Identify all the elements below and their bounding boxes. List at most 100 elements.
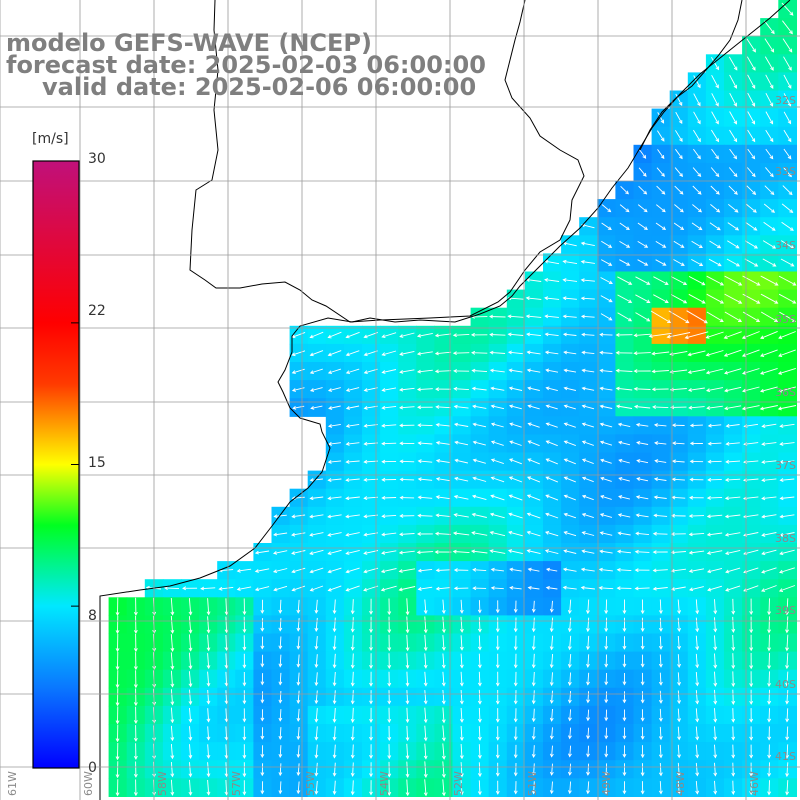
wind-arrow: [615, 350, 633, 355]
wind-arrow: [711, 129, 720, 143]
wind-arrow: [760, 293, 779, 304]
wind-arrow: [296, 599, 301, 614]
wind-arrow: [327, 368, 342, 375]
lon-label: 58W: [156, 771, 169, 796]
wind-arrow: [549, 690, 554, 704]
wind-arrow: [675, 93, 683, 107]
wind-arrow: [314, 636, 319, 650]
wind-arrow: [616, 567, 632, 572]
wind-arrow: [670, 276, 688, 286]
wind-arrow: [417, 441, 433, 446]
wind-arrow: [314, 708, 319, 723]
wind-arrow: [345, 478, 360, 482]
wind-arrow: [761, 423, 777, 429]
wind-arrow: [278, 781, 283, 795]
wind-arrow: [604, 691, 609, 704]
wind-arrow: [724, 311, 743, 322]
wind-arrow: [652, 550, 668, 554]
wind-arrow: [260, 691, 265, 704]
wind-arrow: [586, 617, 590, 633]
wind-arrow: [677, 726, 682, 741]
wind-arrow: [713, 653, 718, 669]
wind-arrow: [581, 531, 595, 536]
wind-arrow: [345, 423, 360, 428]
wind-arrow: [749, 726, 754, 741]
wind-arrow: [635, 422, 649, 427]
wind-arrow: [489, 530, 506, 537]
wind-arrow: [416, 387, 433, 392]
wind-arrow: [695, 744, 700, 759]
wind-arrow: [224, 744, 229, 759]
wind-arrow: [695, 726, 700, 741]
wind-arrow: [242, 598, 247, 616]
wind-arrow: [273, 514, 287, 519]
wind-arrow: [387, 779, 392, 796]
wind-arrow: [581, 494, 594, 501]
wind-arrow: [513, 726, 518, 741]
wind-arrow: [617, 440, 631, 446]
wind-arrow: [327, 423, 341, 428]
wind-arrow: [695, 617, 700, 633]
wind-arrow: [656, 167, 665, 177]
wind-arrow: [549, 727, 554, 740]
wind-arrow: [314, 654, 319, 669]
wind-arrow: [381, 459, 397, 464]
wind-arrow: [599, 368, 613, 373]
wind-arrow: [527, 585, 540, 590]
wind-arrow: [291, 550, 306, 555]
wind-arrow: [170, 707, 175, 724]
wind-arrow: [688, 276, 706, 286]
wind-arrow: [731, 744, 736, 759]
lat-label: 32S: [775, 94, 796, 107]
wind-arrow: [779, 514, 795, 519]
wind-arrow: [778, 275, 797, 286]
wind-arrow: [399, 423, 415, 428]
wind-arrow: [545, 585, 558, 590]
wind-arrow: [332, 653, 337, 669]
wind-arrow: [459, 671, 464, 687]
wind-arrow: [133, 761, 138, 778]
wind-arrow: [381, 423, 397, 428]
wind-arrow: [689, 441, 703, 446]
wind-arrow: [581, 513, 594, 519]
wind-arrow: [600, 458, 612, 464]
wind-arrow: [508, 494, 523, 501]
wind-arrow: [508, 530, 523, 537]
wind-arrow: [691, 240, 703, 248]
wind-arrow: [477, 617, 482, 633]
wind-arrow: [345, 350, 360, 357]
wind-arrow: [296, 781, 301, 795]
wind-arrow: [781, 203, 794, 213]
wind-arrow: [677, 708, 682, 723]
wind-arrow: [725, 441, 740, 446]
wind-arrow: [692, 204, 703, 213]
wind-arrow: [242, 690, 247, 705]
wind-arrow: [531, 671, 536, 687]
wind-arrow: [459, 707, 464, 723]
wind-arrow: [435, 458, 451, 464]
wind-arrow: [637, 204, 648, 213]
wind-arrow: [423, 725, 428, 742]
wind-arrow: [454, 440, 469, 446]
wind-arrow: [495, 726, 500, 741]
wind-arrow: [723, 349, 742, 357]
wind-arrow: [658, 726, 663, 741]
wind-arrow: [417, 459, 433, 464]
wind-arrow: [363, 387, 378, 392]
wind-arrow: [601, 222, 612, 231]
wind-arrow: [441, 743, 446, 760]
wind-arrow: [707, 567, 723, 574]
wind-arrow: [544, 296, 560, 301]
wind-arrow: [115, 706, 120, 725]
wind-arrow: [332, 744, 337, 759]
wind-arrow: [531, 708, 536, 723]
wind-arrow: [562, 332, 577, 337]
wind-arrow: [617, 422, 631, 428]
wind-arrow: [345, 549, 360, 555]
wind-arrow: [170, 652, 175, 670]
wind-arrow: [513, 690, 518, 705]
wind-arrow: [616, 549, 632, 554]
wind-arrow: [434, 550, 452, 554]
wind-arrow: [224, 634, 229, 652]
wind-arrow: [783, 148, 792, 160]
